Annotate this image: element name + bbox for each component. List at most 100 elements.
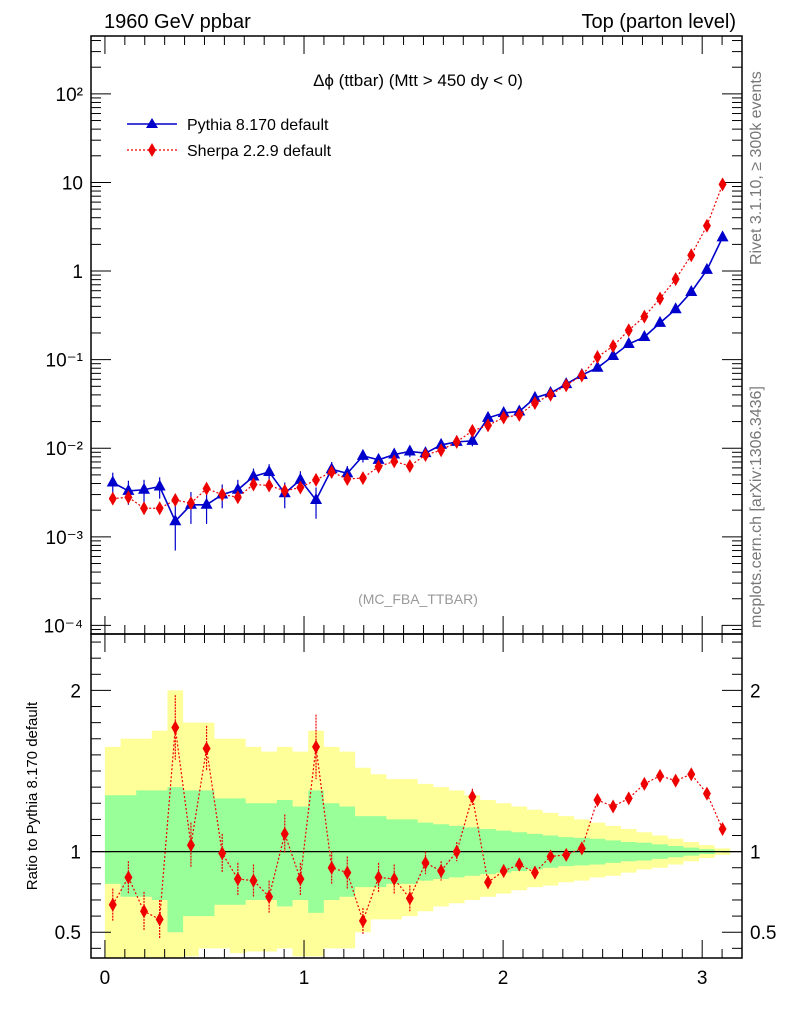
data-point	[247, 469, 260, 481]
ratio-point	[468, 789, 477, 804]
data-point	[562, 378, 571, 393]
data-point	[294, 472, 307, 484]
data-point	[312, 472, 321, 487]
series-line-0	[112, 237, 724, 523]
data-point	[609, 339, 618, 354]
data-point	[405, 459, 414, 474]
data-point	[638, 330, 651, 342]
ratio-y-tick-label-right: 2	[750, 681, 761, 702]
ratio-point	[265, 889, 274, 904]
ratio-point	[609, 799, 618, 814]
data-point	[607, 348, 620, 360]
legend: Pythia 8.170 default Sherpa 2.2.9 defaul…	[127, 117, 332, 160]
data-point	[124, 490, 133, 505]
data-point	[640, 309, 649, 324]
data-point	[138, 482, 151, 494]
header-right: Top (parton level)	[581, 11, 736, 33]
ratio-y-tick-label-left: 2	[70, 681, 81, 702]
ratio-point	[562, 847, 571, 862]
ratio-point	[671, 773, 680, 788]
data-point	[593, 350, 602, 365]
ratio-plot-panel: 0.5 0.5 1 1 2 2 0 1 2 3	[55, 633, 776, 989]
ratio-point	[437, 863, 446, 878]
analysis-watermark: (MC_FBA_TTBAR)	[358, 591, 478, 607]
ratio-series-line	[112, 727, 724, 923]
ratio-point	[358, 913, 367, 928]
data-point	[358, 471, 367, 486]
data-point	[310, 493, 323, 505]
data-point	[700, 262, 713, 274]
legend-pythia-label: Pythia 8.170 default	[187, 117, 329, 134]
ratio-point	[296, 872, 305, 887]
ratio-point	[624, 791, 633, 806]
ratio-y-tick-label-left: 1	[70, 843, 81, 864]
rivet-label: Rivet 3.1.10, ≥ 300k events	[748, 71, 765, 265]
ratio-point	[202, 741, 211, 756]
data-point	[421, 447, 430, 462]
data-point	[437, 443, 446, 458]
data-point	[577, 368, 586, 383]
ratio-ylabel: Ratio to Pythia 8.170 default	[24, 701, 41, 890]
ratio-point	[530, 865, 539, 880]
x-tick-label: 2	[498, 968, 509, 989]
data-point	[390, 454, 399, 469]
ratio-point	[718, 822, 727, 837]
data-point	[140, 501, 149, 516]
data-point	[656, 291, 665, 306]
main-plot-panel: 10⁻⁴ 10⁻³ 10⁻² 10⁻¹ 1 10 10²	[44, 35, 743, 637]
plot-title: Δϕ (ttbar) (Mtt > 450 dy < 0)	[313, 71, 523, 90]
data-point	[484, 418, 493, 433]
ratio-y-tick-label-right: 0.5	[750, 923, 776, 944]
ratio-point	[484, 875, 493, 890]
ratio-point	[155, 912, 164, 927]
data-point	[171, 493, 180, 508]
data-point	[591, 360, 604, 372]
ratio-point	[515, 857, 524, 872]
data-point	[327, 464, 336, 479]
ratio-point	[124, 870, 133, 885]
data-point	[468, 423, 477, 438]
ratio-point	[593, 793, 602, 808]
ratio-point	[405, 891, 414, 906]
data-point	[296, 480, 305, 495]
data-point	[218, 487, 227, 502]
ratio-point	[421, 855, 430, 870]
ratio-point	[140, 904, 149, 919]
ratio-point	[280, 826, 289, 841]
ratio-y-tick-label-left: 0.5	[55, 923, 81, 944]
data-point	[530, 396, 539, 411]
ratio-point	[687, 767, 696, 782]
data-point	[200, 497, 213, 509]
data-point	[231, 482, 244, 494]
data-point	[155, 501, 164, 516]
data-point	[186, 496, 195, 511]
data-point	[482, 410, 495, 422]
ratio-point	[374, 870, 383, 885]
ratio-point	[171, 720, 180, 735]
data-point	[122, 483, 135, 495]
y-tick-label: 1	[72, 262, 83, 283]
y-tick-label: 10⁻¹	[46, 351, 84, 372]
ratio-frame	[90, 633, 743, 959]
ratio-point	[546, 849, 555, 864]
ratio-point	[186, 838, 195, 853]
legend-sherpa-marker	[148, 143, 156, 157]
ratio-point	[312, 739, 321, 754]
mcplots-label: mcplots.cern.ch [arXiv:1306.3436]	[748, 386, 765, 628]
x-tick-label: 0	[100, 968, 111, 989]
ratio-point	[577, 841, 586, 856]
ratio-point	[233, 872, 242, 887]
ratio-point	[640, 776, 649, 791]
x-tick-label: 3	[697, 968, 708, 989]
ratio-point	[499, 863, 508, 878]
y-tick-label: 10²	[56, 85, 83, 106]
x-tick-label: 1	[299, 968, 310, 989]
data-point	[687, 248, 696, 263]
ratio-point	[343, 865, 352, 880]
data-point	[671, 272, 680, 287]
data-point	[280, 483, 289, 498]
y-tick-label: 10⁻³	[46, 528, 84, 549]
data-point	[388, 447, 401, 459]
ratio-point	[656, 768, 665, 783]
data-point	[263, 464, 276, 476]
